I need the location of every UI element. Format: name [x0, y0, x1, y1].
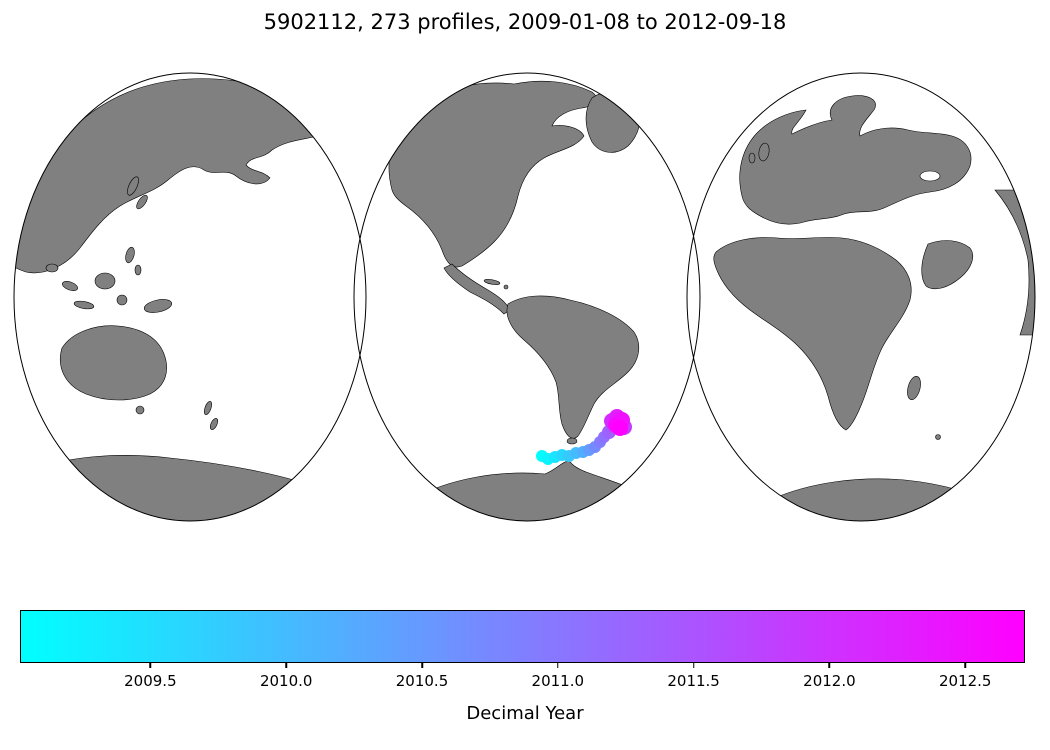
caribbean-island [503, 284, 509, 290]
colorbar-tick-labels: 2009.5 2010.0 2010.5 2011.0 2011.5 2012.0 2012… [20, 672, 1025, 694]
madagascar-island [907, 376, 921, 400]
colorbar-tick [421, 663, 423, 668]
colorbar-gradient [20, 610, 1025, 663]
new-zealand-island [209, 418, 219, 430]
lobe-outline-center [353, 72, 701, 522]
colorbar-tick [692, 663, 695, 668]
north-america-landmass [388, 80, 597, 268]
eurasia-landmass [14, 78, 335, 274]
sulawesi-island [116, 294, 128, 306]
ireland-island [748, 152, 756, 164]
kerguelen-island [935, 434, 941, 440]
indonesia-island [62, 281, 78, 291]
indonesia-island [45, 263, 59, 273]
colorbar-tick-label: 2009.5 [124, 672, 177, 690]
tierra-del-fuego-island [566, 437, 578, 445]
colorbar-tick-label: 2010.0 [259, 672, 313, 690]
lobe-outline-left [13, 72, 367, 522]
tasmania-island [135, 405, 145, 415]
central-america-landmass [443, 263, 511, 315]
colorbar-tick [964, 663, 966, 668]
australia-landmass [60, 325, 167, 401]
colorbar-axis-label: Decimal Year [466, 703, 584, 724]
colorbar-ticks [20, 663, 1025, 669]
float-trajectory [536, 409, 632, 465]
continents-right-lobe [713, 95, 1035, 521]
colorbar-tick [149, 663, 152, 668]
britain-island [758, 142, 770, 162]
philippines-island [134, 264, 142, 276]
indonesia-island [73, 300, 95, 310]
philippines-island [125, 246, 135, 264]
south-america-landmass [506, 295, 640, 439]
japan-island [136, 194, 148, 210]
colorbar-tick-label: 2011.5 [667, 672, 720, 690]
new-zealand-island [204, 401, 212, 415]
colorbar-tick [828, 663, 831, 668]
arabian-peninsula-landmass [921, 240, 973, 290]
colorbar-tick-label: 2011.0 [531, 672, 585, 690]
new-guinea-island [143, 299, 173, 313]
colorbar-tick-label: 2012.5 [938, 672, 992, 690]
colorbar-tick-label: 2010.5 [395, 672, 449, 690]
colorbar-tick-label: 2012.0 [803, 672, 856, 690]
iceland-island [733, 105, 747, 115]
colorbar-tick [557, 663, 559, 668]
black-sea [919, 170, 941, 182]
europe-landmass [739, 95, 972, 225]
lobe-outline-right [686, 72, 1036, 522]
africa-landmass [713, 237, 912, 431]
profile-point [612, 420, 628, 436]
colorbar-tick [285, 663, 287, 668]
borneo-island [94, 272, 116, 290]
chart-title: 5902112, 273 profiles, 2009-01-08 to 201… [263, 10, 787, 34]
projection-outlines [13, 72, 1036, 522]
cuba-island [483, 279, 501, 285]
japan-island [127, 176, 139, 196]
